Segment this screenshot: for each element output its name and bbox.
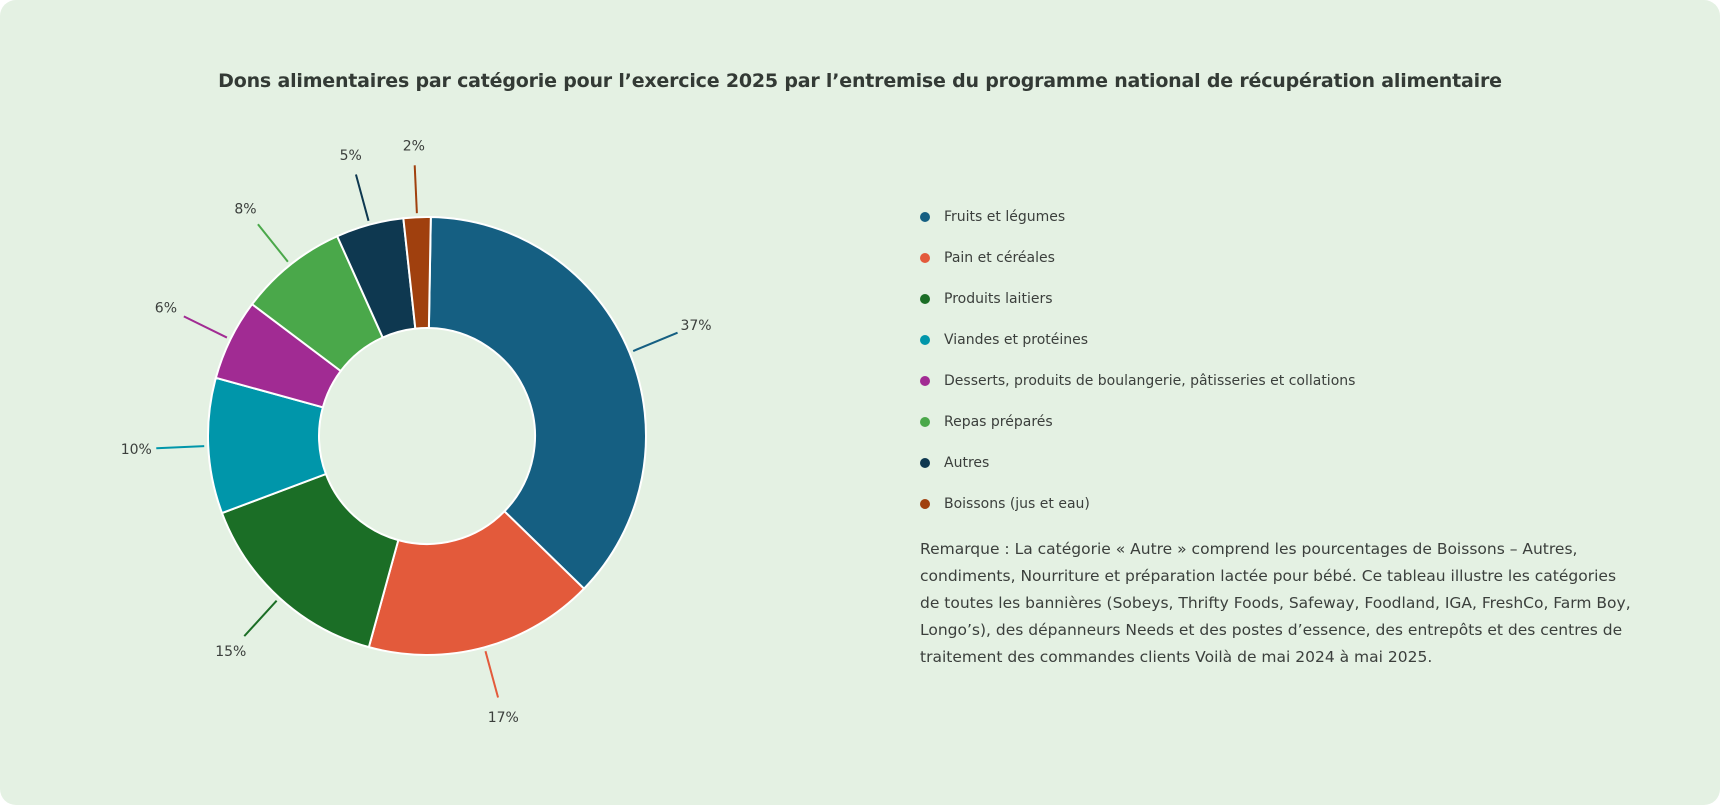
leader-line xyxy=(632,331,678,352)
legend-item: Produits laitiers xyxy=(920,278,1355,319)
legend-label: Autres xyxy=(944,454,990,471)
legend-label: Pain et céréales xyxy=(944,249,1055,266)
legend-item: Fruits et légumes xyxy=(920,196,1355,237)
legend-item: Pain et céréales xyxy=(920,237,1355,278)
leader-line xyxy=(183,315,228,339)
leader-line xyxy=(257,223,289,263)
legend-label: Repas préparés xyxy=(944,413,1053,430)
legend-dot-icon xyxy=(920,416,930,427)
legend-dot-icon xyxy=(920,293,930,304)
legend-dot-icon xyxy=(920,498,930,509)
data-label: 8% xyxy=(234,202,256,218)
legend-label: Fruits et légumes xyxy=(944,208,1066,225)
chart-note: Remarque : La catégorie « Autre » compre… xyxy=(920,540,1631,666)
legend-dot-icon xyxy=(920,457,930,468)
data-label: 37% xyxy=(680,318,711,334)
legend-dot-icon xyxy=(920,375,930,386)
donut-slice xyxy=(367,509,586,656)
leader-line xyxy=(354,174,370,222)
data-label: 15% xyxy=(215,644,246,660)
legend-dot-icon xyxy=(920,252,930,263)
data-label: 10% xyxy=(121,442,152,458)
legend-label: Viandes et protéines xyxy=(944,331,1089,348)
data-label: 2% xyxy=(403,138,425,154)
legend-label: Boissons (jus et eau) xyxy=(944,495,1090,512)
chart-title: Dons alimentaires par catégorie pour l’e… xyxy=(218,70,1502,92)
data-label: 6% xyxy=(155,301,177,317)
donut-slice xyxy=(402,216,432,330)
legend: Fruits et légumes Pain et céréales Produit… xyxy=(920,196,1355,524)
leader-line xyxy=(484,650,500,698)
legend-item: Viandes et protéines xyxy=(920,319,1355,360)
donut-slice xyxy=(427,216,647,591)
legend-item: Desserts, produits de boulangerie, pâtis… xyxy=(920,360,1355,401)
data-label: 5% xyxy=(340,148,362,164)
leader-line xyxy=(156,445,205,450)
legend-item: Autres xyxy=(920,442,1355,483)
data-label: 17% xyxy=(488,710,519,726)
leader-line xyxy=(243,600,278,637)
legend-label: Desserts, produits de boulangerie, pâtis… xyxy=(944,372,1356,389)
legend-label: Produits laitiers xyxy=(944,290,1053,307)
legend-item: Repas préparés xyxy=(920,401,1355,442)
legend-dot-icon xyxy=(920,334,930,345)
legend-item: Boissons (jus et eau) xyxy=(920,483,1355,524)
donut-slice xyxy=(220,472,400,649)
leader-line xyxy=(413,165,418,214)
legend-dot-icon xyxy=(920,211,930,222)
